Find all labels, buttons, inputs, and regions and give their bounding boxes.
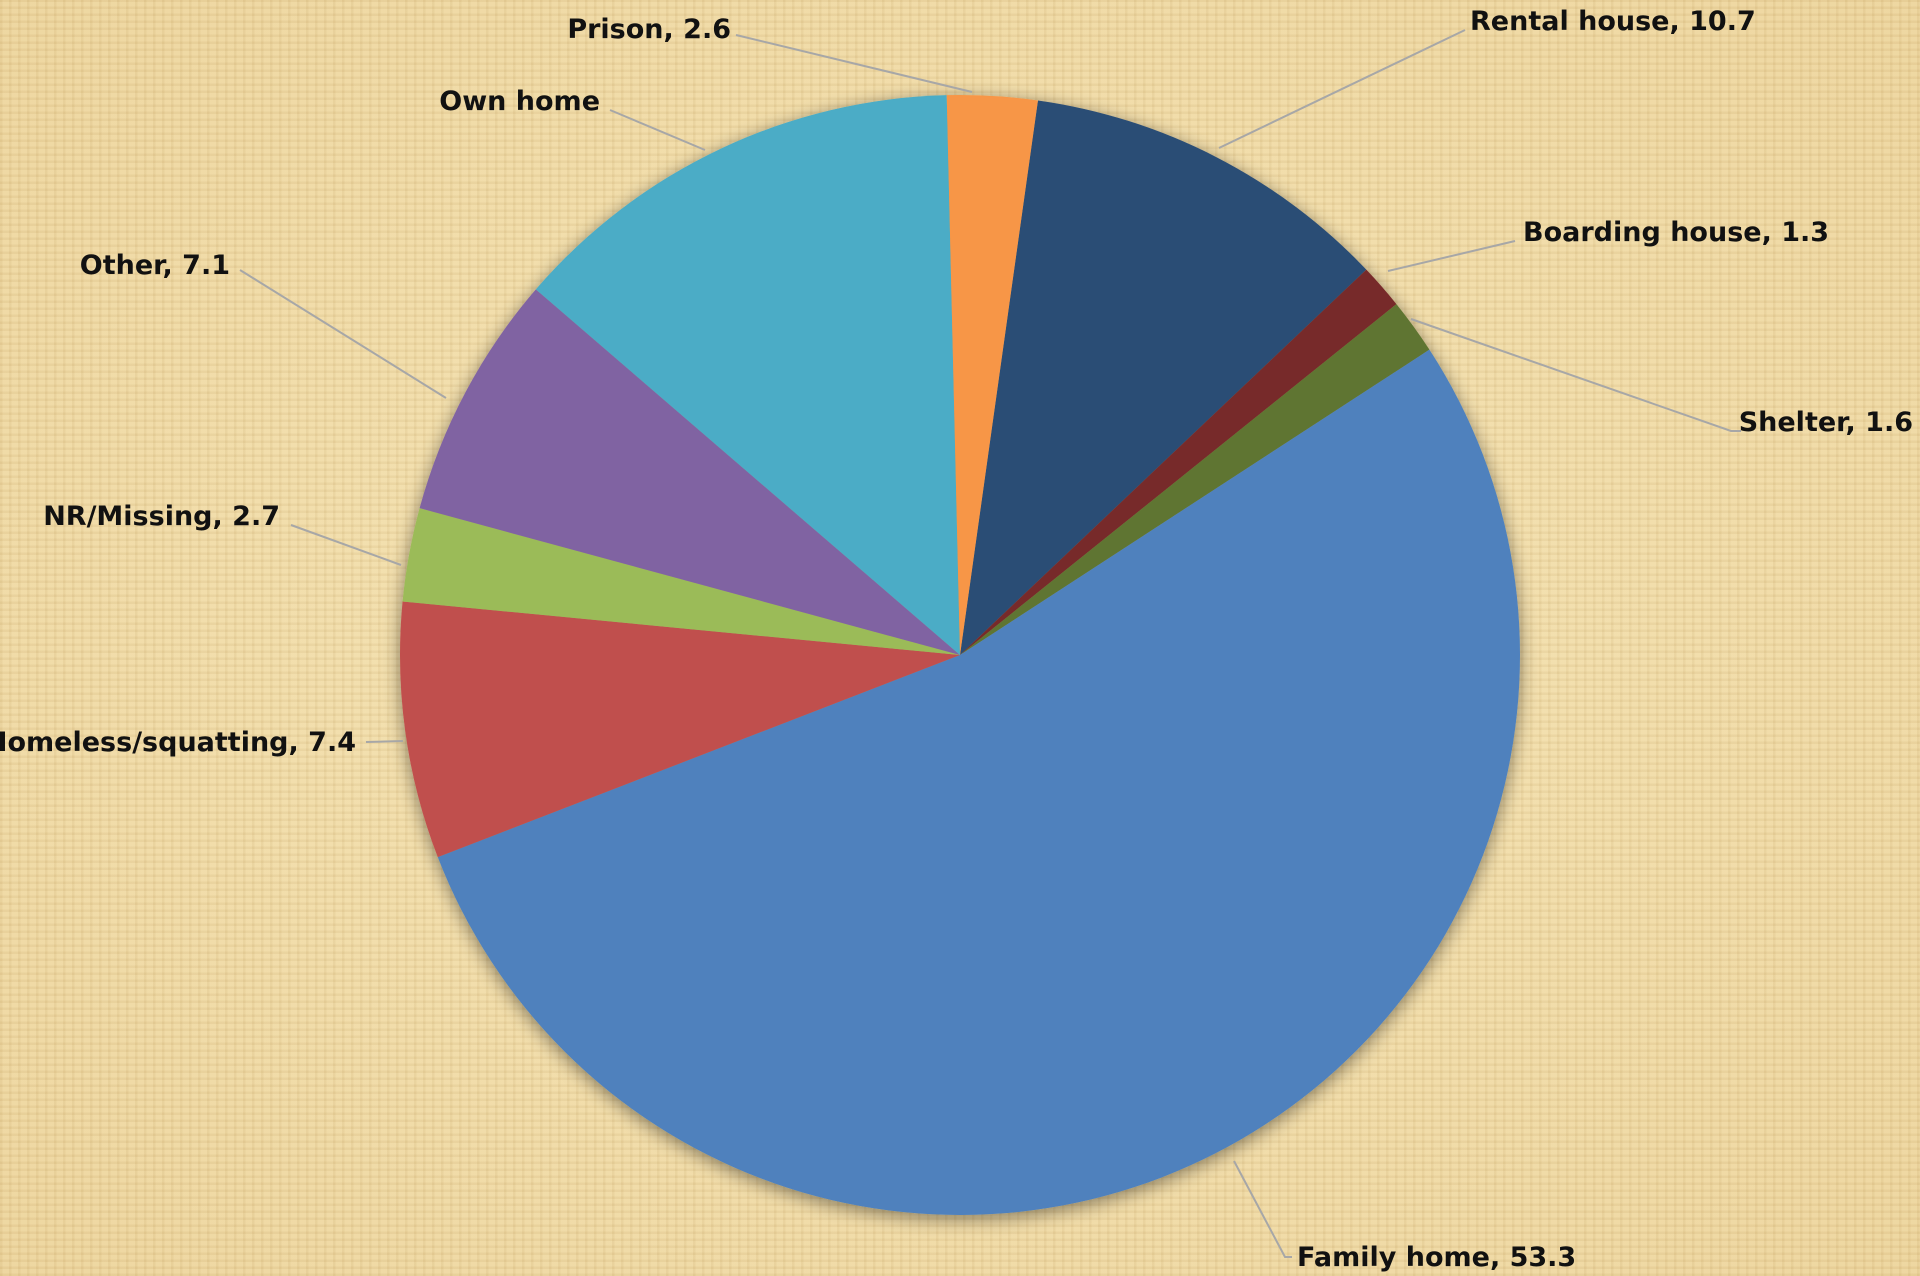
data-label-own-home: Own home: [439, 86, 600, 117]
pie-slice-family-home: [437, 349, 1521, 1216]
pie-slice-rental-house: [960, 100, 1367, 655]
data-label-rental-house: Rental house, 10.7: [1470, 6, 1756, 37]
leader-line-nr-missing: [290, 524, 402, 566]
leader-lines: [239, 29, 1741, 1258]
data-label-homeless-squatting: Homeless/squatting, 7.4: [0, 727, 356, 758]
leader-line-other: [239, 269, 447, 399]
pie-slice-other: [419, 289, 961, 655]
leader-line-homeless-squatting: [365, 740, 404, 743]
data-labels: Rental house, 10.7 Boarding house, 1.3 She…: [0, 6, 1913, 1273]
pie-slice-own-home: [535, 95, 960, 655]
leader-line-prison: [735, 34, 973, 93]
leader-line-boarding-house: [1387, 240, 1516, 272]
leader-line-shelter: [1410, 318, 1741, 432]
leader-line-rental-house: [1218, 29, 1466, 149]
pie-slice-prison: [946, 95, 1038, 656]
pie-slice-homeless-squatting: [400, 601, 960, 858]
pie-slices: [400, 95, 1521, 1216]
data-label-other: Other, 7.1: [80, 250, 230, 281]
data-label-prison: Prison, 2.6: [567, 14, 731, 45]
data-label-nr-missing: NR/Missing, 2.7: [43, 501, 280, 532]
data-label-boarding-house: Boarding house, 1.3: [1523, 217, 1829, 248]
leader-line-family-home: [1233, 1160, 1292, 1258]
leader-line-own-home: [609, 109, 706, 151]
data-label-shelter: Shelter, 1.6: [1739, 407, 1913, 438]
pie-slice-shelter: [960, 304, 1430, 655]
pie-slice-nr-missing: [402, 508, 960, 655]
pie-slice-boarding-house: [960, 269, 1397, 655]
data-label-family-home: Family home, 53.3: [1297, 1242, 1576, 1273]
